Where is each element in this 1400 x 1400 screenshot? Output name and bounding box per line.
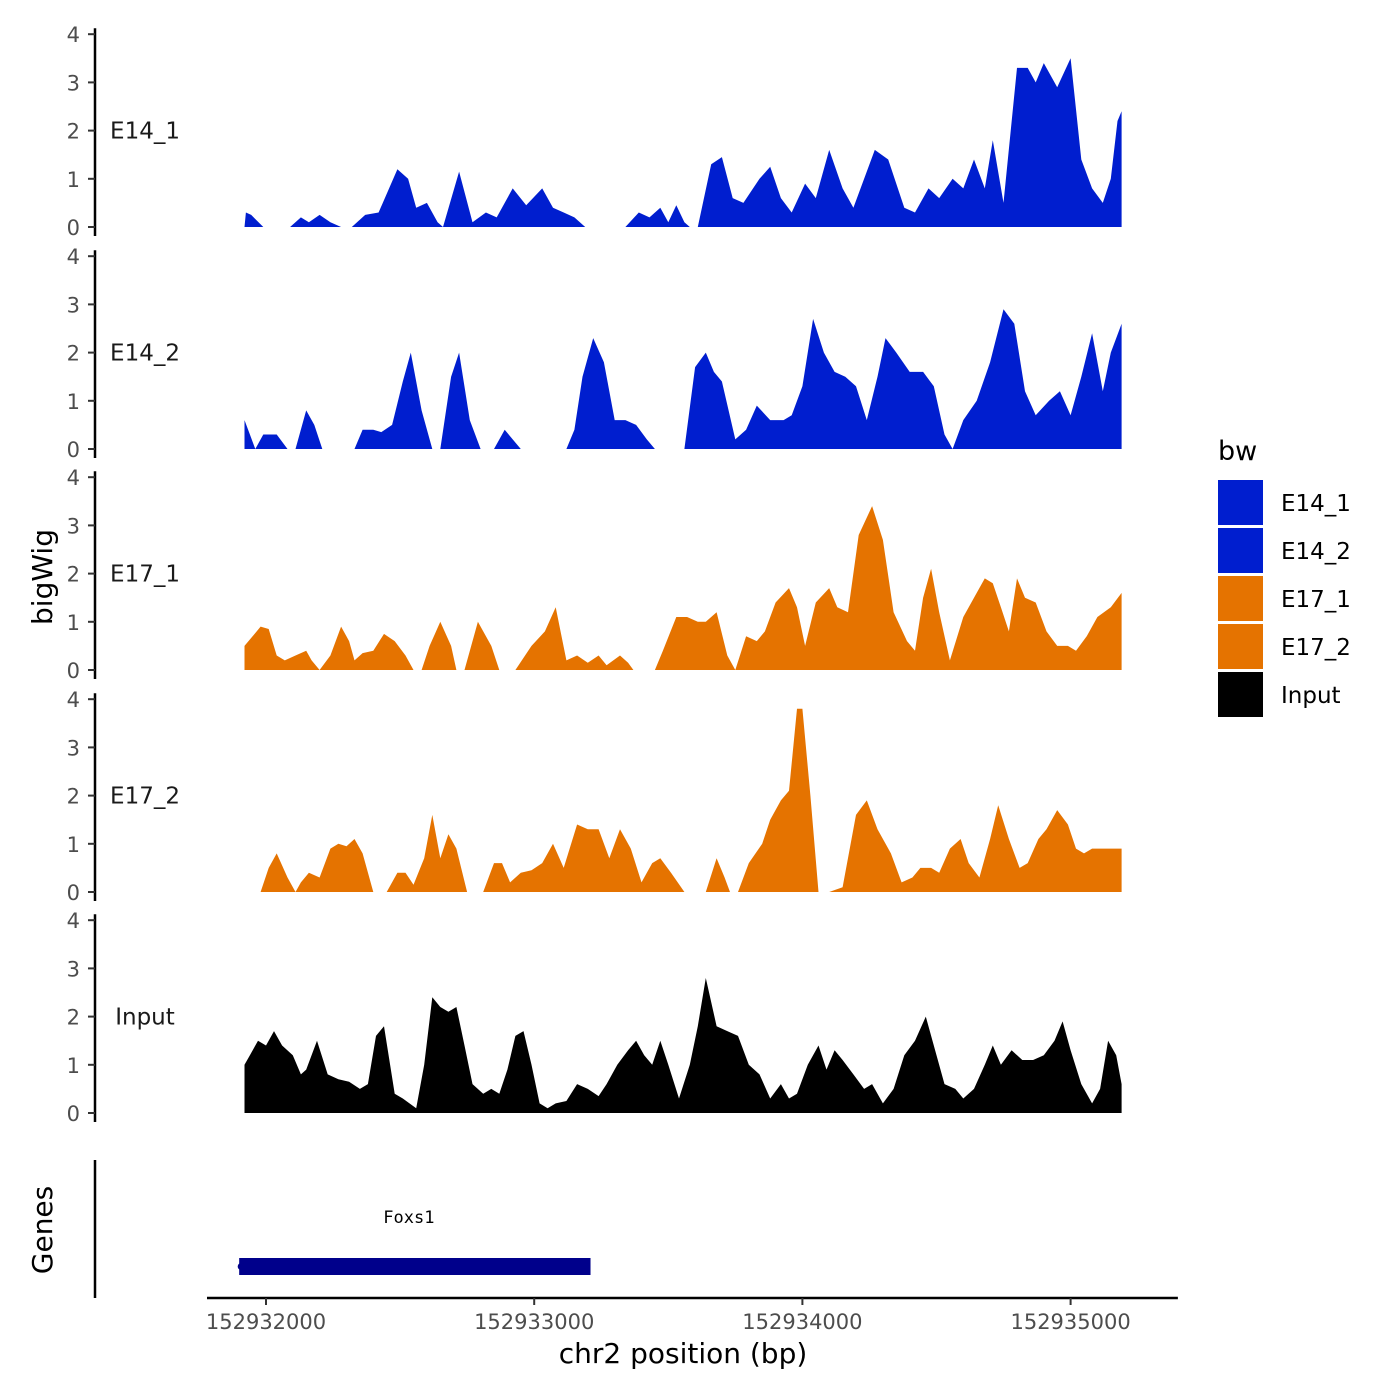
x-axis: chr2 position (bp) 152932000 152933000 152… [206,1296,1178,1370]
y-tick-label: 3 [67,71,80,95]
genes-axis-title: Genes [26,1186,59,1274]
signal-area [260,708,1122,892]
legend-label: E17_2 [1281,635,1351,661]
legend-swatch [1218,480,1263,525]
y-tick-label: 0 [67,1102,80,1126]
legend-swatch [1218,528,1263,573]
y-tick-label: 1 [67,611,80,635]
gene-label: Foxs1 [383,1208,434,1228]
y-tick-label: 1 [67,390,80,414]
y-tick-label: 1 [67,833,80,857]
x-axis-title: chr2 position (bp) [559,1337,808,1370]
legend-swatch [1218,624,1263,669]
x-tick-label: 152935000 [1010,1310,1130,1334]
y-tick-label: 0 [67,881,80,905]
x-tick-label: 152934000 [742,1310,862,1334]
y-tick-label: 4 [67,688,80,712]
y-tick-label: 2 [67,1006,80,1030]
y-tick-label: 2 [67,120,80,144]
track-e14-2: 0 1 2 3 4 E14_2 [67,245,1122,462]
y-tick-label: 2 [67,785,80,809]
x-tick-label: 152932000 [206,1310,326,1334]
x-tick-label: 152933000 [474,1310,594,1334]
track-e14-1: 0 1 2 3 4 E14_1 [67,23,1122,240]
track-label: E17_2 [110,784,180,810]
y-tick-label: 0 [67,659,80,683]
y-tick-label: 3 [67,514,80,538]
y-tick-label: 4 [67,909,80,933]
y-tick-label: 1 [67,168,80,192]
track-e17-1: 0 1 2 3 4 E17_1 [67,466,1122,683]
track-label: Input [115,1005,175,1031]
legend-label: Input [1281,683,1341,709]
signal-area [244,978,1122,1113]
y-tick-label: 4 [67,245,80,269]
legend-label: E14_2 [1281,539,1351,565]
y-tick-label: 4 [67,23,80,47]
legend-swatch [1218,576,1263,621]
y-tick-label: 4 [67,466,80,490]
signal-tracks: 0 1 2 3 4 E14_1 0 1 2 3 4 E14_2 0 1 2 3 4 E17_1 0 1 2 3 4 E17_2… [67,23,1122,1126]
signal-area [244,58,1122,227]
track-e17-2: 0 1 2 3 4 E17_2 [67,688,1122,905]
gene-body [239,1258,591,1275]
signal-area [244,309,1122,449]
y-axis-title: bigWig [26,529,59,625]
y-tick-label: 3 [67,736,80,760]
y-tick-label: 0 [67,438,80,462]
y-tick-label: 2 [67,563,80,587]
y-tick-label: 3 [67,957,80,981]
genes-panel: Genes Foxs1 [26,1160,591,1298]
track-input: 0 1 2 3 4 Input [67,909,1122,1126]
signal-area [244,506,1122,670]
track-label: E14_1 [110,119,180,145]
track-label: E17_1 [110,562,180,588]
legend-label: E17_1 [1281,587,1351,613]
y-tick-label: 3 [67,293,80,317]
y-tick-label: 0 [67,216,80,240]
y-tick-label: 1 [67,1054,80,1078]
track-label: E14_2 [110,341,180,367]
legend-title: bw [1218,436,1257,467]
y-tick-label: 2 [67,342,80,366]
legend-label: E14_1 [1281,491,1351,517]
legend: bw E14_1 E14_2 E17_1 E17_2 Input [1218,436,1351,717]
gene-start-marker [237,1263,245,1270]
legend-swatch [1218,672,1263,717]
